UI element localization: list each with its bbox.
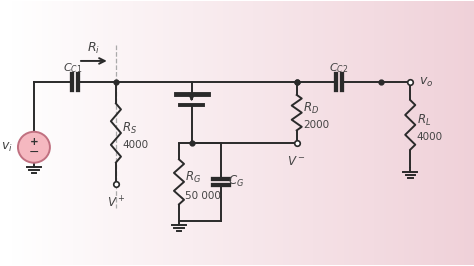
Text: $v_o$: $v_o$ [419, 76, 433, 89]
Text: 4000: 4000 [417, 132, 443, 142]
Text: $V^-$: $V^-$ [287, 155, 306, 168]
Text: $R_S$: $R_S$ [122, 121, 137, 136]
Text: $C_{C1}$: $C_{C1}$ [63, 61, 82, 75]
Text: $R_i$: $R_i$ [87, 40, 100, 56]
Text: $v_i$: $v_i$ [1, 141, 13, 154]
Text: $R_L$: $R_L$ [417, 113, 431, 128]
Text: $R_G$: $R_G$ [185, 170, 201, 185]
Text: $C_{C2}$: $C_{C2}$ [329, 61, 348, 75]
Text: 50 000: 50 000 [185, 191, 221, 201]
Text: $R_D$: $R_D$ [303, 101, 319, 116]
Text: $C_G$: $C_G$ [228, 174, 244, 189]
Circle shape [18, 132, 50, 163]
Text: 2000: 2000 [303, 120, 329, 130]
Text: +: + [29, 137, 38, 147]
Text: 4000: 4000 [122, 140, 148, 150]
Text: $V^+$: $V^+$ [107, 195, 125, 211]
Text: −: − [29, 146, 39, 159]
